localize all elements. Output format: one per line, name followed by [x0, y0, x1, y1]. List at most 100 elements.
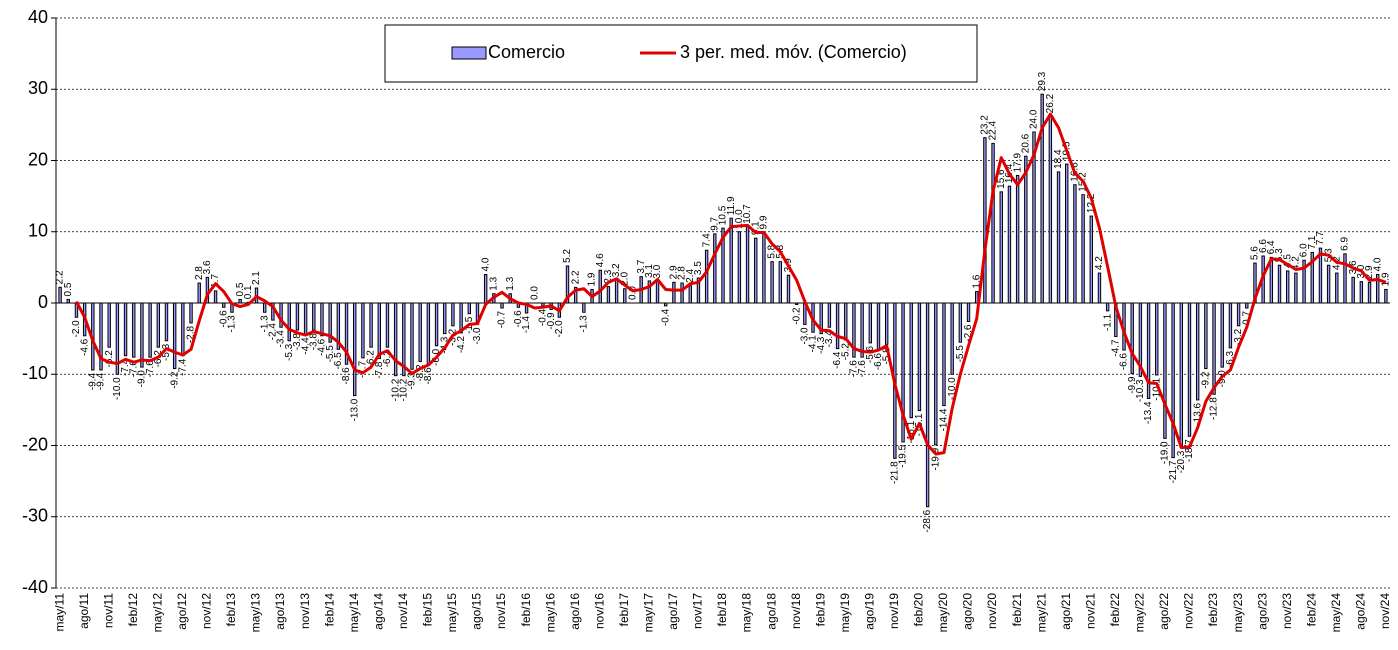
value-label: -12.8 — [1209, 397, 1220, 420]
bar — [262, 302, 267, 313]
value-label: -6.5 — [333, 352, 344, 370]
bar — [884, 302, 889, 345]
x-tick-label: feb/24 — [1304, 593, 1318, 627]
bar — [623, 288, 627, 304]
x-tick-label: nov/17 — [691, 593, 705, 629]
bar — [1073, 184, 1077, 304]
bar — [189, 302, 193, 324]
bar — [205, 276, 210, 304]
bar — [140, 302, 144, 368]
bar — [1056, 171, 1061, 304]
value-label: -0.6 — [218, 310, 229, 328]
bar — [1065, 163, 1069, 304]
bar — [958, 302, 963, 343]
y-tick-label: 30 — [28, 78, 48, 98]
value-label: 15.6 — [996, 169, 1007, 189]
bar — [1024, 155, 1028, 304]
bar — [1130, 302, 1134, 375]
value-label: 0.0 — [628, 286, 639, 300]
value-label: 2.9 — [669, 265, 680, 279]
value-label: -0.4 — [538, 308, 549, 326]
value-label: 2.9 — [1364, 265, 1375, 279]
value-label: -9.2 — [1200, 371, 1211, 389]
bar — [1089, 215, 1093, 304]
x-tick-label: may/22 — [1133, 593, 1147, 633]
value-label: -4.1 — [808, 335, 819, 353]
bar — [1155, 302, 1159, 376]
value-label: 23.2 — [980, 115, 991, 135]
bar — [402, 302, 406, 377]
value-label: 6.6 — [1258, 239, 1269, 253]
value-label: -9.4 — [87, 373, 98, 391]
value-label: 9.9 — [759, 215, 770, 229]
x-tick-label: ago/20 — [961, 593, 975, 630]
bar — [786, 274, 791, 304]
x-tick-label: nov/14 — [396, 593, 410, 629]
x-tick-label: feb/21 — [1010, 593, 1024, 627]
value-label: -0.7 — [1241, 311, 1252, 329]
value-label: 2.2 — [570, 270, 581, 284]
value-label: 1.9 — [1381, 272, 1392, 286]
x-tick-label: may/12 — [150, 593, 164, 633]
bar — [655, 281, 660, 304]
value-label: 0.5 — [235, 282, 246, 296]
value-label: -13.6 — [1192, 402, 1203, 425]
x-tick-label: nov/13 — [298, 593, 312, 629]
value-label: 17.9 — [1012, 153, 1023, 173]
x-tick-label: ago/13 — [273, 593, 287, 630]
x-tick-label: nov/15 — [494, 593, 508, 629]
x-tick-label: ago/15 — [470, 593, 484, 630]
value-label: -8.2 — [415, 364, 426, 382]
value-label: -2.8 — [186, 326, 197, 344]
x-tick-label: nov/22 — [1182, 593, 1196, 629]
y-tick-label: -30 — [22, 506, 48, 526]
bar — [909, 302, 913, 419]
x-tick-label: ago/16 — [568, 593, 582, 630]
value-label: -3.0 — [799, 327, 810, 345]
value-label: -7.6 — [857, 360, 868, 378]
bar — [418, 302, 422, 362]
bar — [582, 302, 586, 313]
x-tick-label: ago/23 — [1255, 593, 1269, 630]
x-tick-label: may/24 — [1329, 593, 1343, 633]
value-label: -10.2 — [398, 378, 409, 401]
bar — [58, 286, 62, 304]
value-label: 6.9 — [1340, 236, 1351, 250]
bar — [66, 298, 70, 304]
x-tick-label: feb/14 — [322, 593, 336, 627]
bar — [361, 302, 365, 359]
bar — [835, 302, 840, 350]
value-label: 6.0 — [1299, 243, 1310, 257]
bar — [451, 302, 455, 327]
bar — [573, 286, 578, 304]
value-label: -3.2 — [1233, 328, 1244, 346]
x-tick-label: ago/24 — [1354, 593, 1368, 630]
bar — [1326, 264, 1331, 304]
value-label: -7.7 — [358, 360, 369, 378]
bar — [737, 231, 742, 304]
value-label: -1.4 — [521, 316, 532, 334]
x-tick-label: may/20 — [936, 593, 950, 633]
bar — [336, 302, 341, 350]
value-label: -3.0 — [472, 327, 483, 345]
bar — [819, 302, 823, 335]
x-tick-label: may/18 — [740, 593, 754, 633]
x-tick-label: may/16 — [543, 593, 557, 633]
value-label: -9.0 — [137, 370, 148, 388]
value-label: 0.5 — [63, 282, 74, 296]
x-tick-label: nov/11 — [101, 593, 115, 628]
x-tick-label: may/15 — [445, 593, 459, 633]
value-label: -9.9 — [1127, 376, 1138, 394]
bar — [1204, 302, 1208, 370]
x-tick-label: feb/22 — [1108, 593, 1122, 627]
bar — [614, 279, 619, 304]
legend-swatch — [451, 46, 487, 60]
value-label: -1.3 — [227, 315, 238, 333]
x-tick-label: ago/12 — [175, 593, 189, 630]
value-label: -19.9 — [930, 447, 941, 470]
value-label: 3.0 — [652, 264, 663, 278]
value-label: 0.1 — [243, 285, 254, 299]
bar — [713, 233, 717, 304]
value-label: 2.8 — [677, 266, 688, 280]
value-label: -6.2 — [366, 350, 377, 368]
